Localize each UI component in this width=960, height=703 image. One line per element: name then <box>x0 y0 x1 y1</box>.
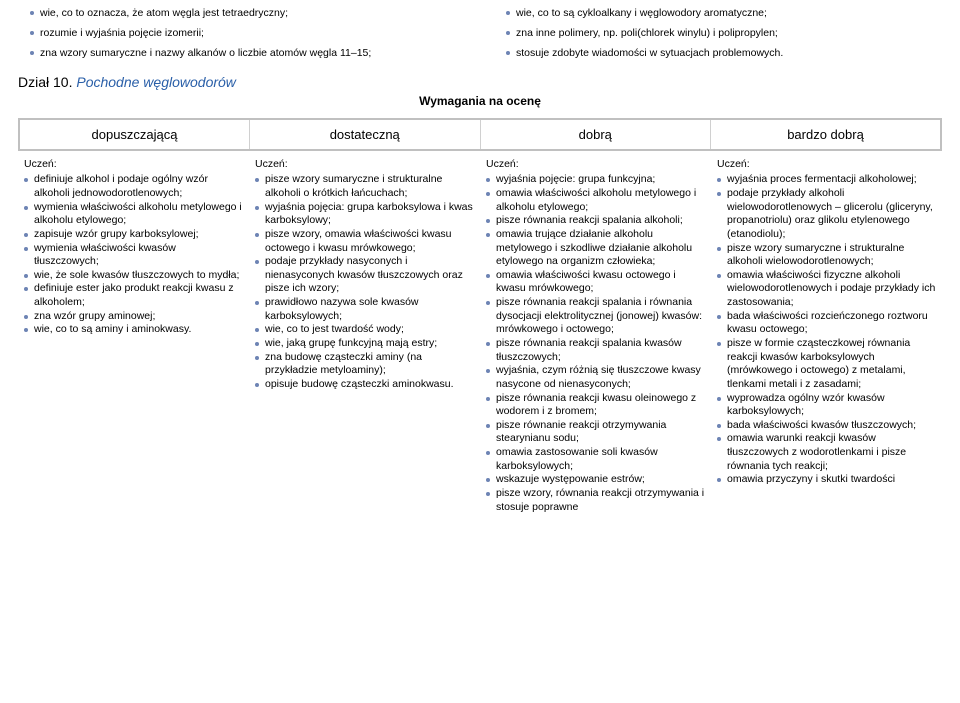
top-right-column: wie, co to są cykloalkany i węglowodory … <box>486 6 942 67</box>
list-item: wymienia właściwości kwasów tłuszczowych… <box>24 242 243 269</box>
top-left-column: wie, co to oznacza, że atom węgla jest t… <box>30 6 486 67</box>
student-label: Uczeń: <box>486 157 705 171</box>
list-item: pisze równania reakcji spalania kwasów t… <box>486 337 705 364</box>
student-label: Uczeń: <box>717 157 936 171</box>
list-item: wyjaśnia pojęcie: grupa funkcyjna; <box>486 173 705 187</box>
section-title: Dział 10. Pochodne węglowodorów <box>18 73 942 92</box>
list-item: pisze w formie cząsteczkowej równania re… <box>717 337 936 392</box>
list-item: podaje przykłady alkoholi wielowodorotle… <box>717 187 936 242</box>
list-item: zna wzór grupy aminowej; <box>24 310 243 324</box>
section-number: Dział 10. <box>18 74 72 90</box>
list-item: wie, co to jest twardość wody; <box>255 323 474 337</box>
student-label: Uczeń: <box>24 157 243 171</box>
top-left-bullets: wie, co to oznacza, że atom węgla jest t… <box>30 6 486 61</box>
list-item: zna inne polimery, np. poli(chlorek winy… <box>506 26 942 40</box>
list-item: wie, jaką grupę funkcyjną mają estry; <box>255 337 474 351</box>
grade-header-table: dopuszczającą dostateczną dobrą bardzo d… <box>18 118 942 152</box>
list-item: zapisuje wzór grupy karboksylowej; <box>24 228 243 242</box>
list-item: wyjaśnia, czym różnią się tłuszczowe kwa… <box>486 364 705 391</box>
list-item: wyprowadza ogólny wzór kwasów karboksylo… <box>717 392 936 419</box>
content-columns: Uczeń: definiuje alkohol i podaje ogólny… <box>18 157 942 514</box>
list-item: pisze równanie reakcji otrzymywania stea… <box>486 419 705 446</box>
list-item: pisze równania reakcji spalania alkoholi… <box>486 214 705 228</box>
list-item: pisze równania reakcji spalania i równan… <box>486 296 705 337</box>
list-item: bada właściwości rozcieńczonego roztworu… <box>717 310 936 337</box>
list-item: pisze wzory, omawia właściwości kwasu oc… <box>255 228 474 255</box>
list-item: omawia właściwości fizyczne alkoholi wie… <box>717 269 936 310</box>
list-item: omawia warunki reakcji kwasów tłuszczowy… <box>717 432 936 473</box>
grade-header: dobrą <box>480 119 711 151</box>
list-item: zna budowę cząsteczki aminy (na przykład… <box>255 351 474 378</box>
grade-header: dostateczną <box>250 119 481 151</box>
top-lists: wie, co to oznacza, że atom węgla jest t… <box>18 6 942 67</box>
list-item: wyjaśnia proces fermentacji alkoholowej; <box>717 173 936 187</box>
col2-list: pisze wzory sumaryczne i strukturalne al… <box>255 173 474 391</box>
grade-header: bardzo dobrą <box>711 119 942 151</box>
list-item: rozumie i wyjaśnia pojęcie izomerii; <box>30 26 486 40</box>
list-item: wie, że sole kwasów tłuszczowych to mydł… <box>24 269 243 283</box>
list-item: podaje przykłady nasyconych i nienasycon… <box>255 255 474 296</box>
col-bardzo-dobra: Uczeń: wyjaśnia proces fermentacji alkoh… <box>711 157 942 514</box>
list-item: pisze wzory sumaryczne i strukturalne al… <box>717 242 936 269</box>
list-item: opisuje budowę cząsteczki aminokwasu. <box>255 378 474 392</box>
col4-list: wyjaśnia proces fermentacji alkoholowej;… <box>717 173 936 487</box>
list-item: pisze wzory sumaryczne i strukturalne al… <box>255 173 474 200</box>
col1-list: definiuje alkohol i podaje ogólny wzór a… <box>24 173 243 337</box>
student-label: Uczeń: <box>255 157 474 171</box>
list-item: omawia przyczyny i skutki twardości <box>717 473 936 487</box>
list-item: omawia właściwości alkoholu metylowego i… <box>486 187 705 214</box>
list-item: wie, co to są aminy i aminokwasy. <box>24 323 243 337</box>
list-item: wie, co to oznacza, że atom węgla jest t… <box>30 6 486 20</box>
col-dobra: Uczeń: wyjaśnia pojęcie: grupa funkcyjna… <box>480 157 711 514</box>
col-dostateczna: Uczeń: pisze wzory sumaryczne i struktur… <box>249 157 480 514</box>
list-item: omawia zastosowanie soli kwasów karboksy… <box>486 446 705 473</box>
col-dopuszczajaca: Uczeń: definiuje alkohol i podaje ogólny… <box>18 157 249 514</box>
col3-list: wyjaśnia pojęcie: grupa funkcyjna; omawi… <box>486 173 705 514</box>
section-name: Pochodne węglowodorów <box>76 74 236 90</box>
list-item: prawidłowo nazywa sole kwasów karboksylo… <box>255 296 474 323</box>
list-item: pisze równania reakcji kwasu oleinowego … <box>486 392 705 419</box>
list-item: definiuje alkohol i podaje ogólny wzór a… <box>24 173 243 200</box>
list-item: omawia trujące działanie alkoholu metylo… <box>486 228 705 269</box>
list-item: stosuje zdobyte wiadomości w sytuacjach … <box>506 46 942 60</box>
list-item: omawia właściwości kwasu octowego i kwas… <box>486 269 705 296</box>
list-item: definiuje ester jako produkt reakcji kwa… <box>24 282 243 309</box>
list-item: wskazuje występowanie estrów; <box>486 473 705 487</box>
list-item: bada właściwości kwasów tłuszczowych; <box>717 419 936 433</box>
list-item: wymienia właściwości alkoholu metylowego… <box>24 201 243 228</box>
requirements-subtitle: Wymagania na ocenę <box>18 93 942 109</box>
list-item: zna wzory sumaryczne i nazwy alkanów o l… <box>30 46 486 60</box>
grade-header: dopuszczającą <box>19 119 250 151</box>
list-item: pisze wzory, równania reakcji otrzymywan… <box>486 487 705 514</box>
list-item: wyjaśnia pojęcia: grupa karboksylowa i k… <box>255 201 474 228</box>
top-right-bullets: wie, co to są cykloalkany i węglowodory … <box>506 6 942 61</box>
list-item: wie, co to są cykloalkany i węglowodory … <box>506 6 942 20</box>
